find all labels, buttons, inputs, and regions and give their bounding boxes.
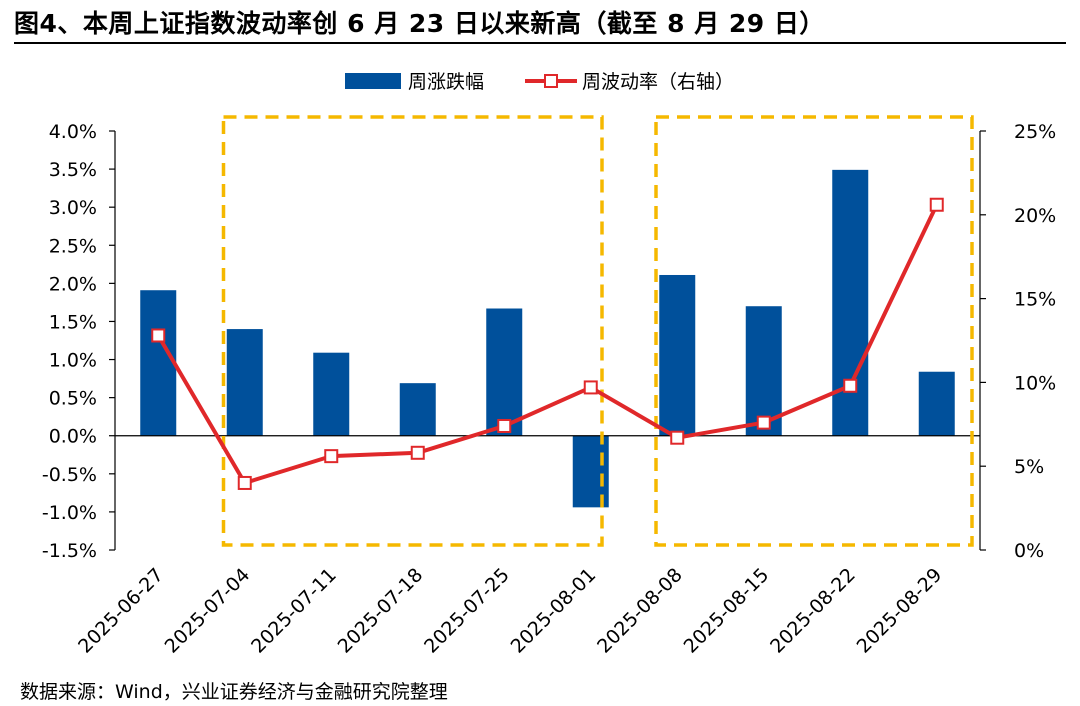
x-axis-tick-label: 2025-08-29	[853, 564, 947, 658]
x-axis-tick-label: 2025-07-18	[334, 564, 428, 658]
right-axis-tick-label: 15%	[1014, 289, 1056, 311]
highlight-box-2	[654, 115, 974, 547]
x-axis-tick-label: 2025-07-11	[247, 564, 341, 658]
legend-line-label: 周波动率（右轴）	[582, 71, 734, 93]
bar-2025-07-25	[486, 308, 523, 436]
x-axis-tick-label: 2025-08-22	[766, 564, 860, 658]
left-axis-tick-label: -1.5%	[42, 540, 97, 562]
bar-2025-07-18	[399, 383, 436, 436]
left-axis-tick-label: 3.0%	[49, 197, 97, 219]
bar-2025-07-11	[313, 352, 350, 436]
highlight-box-1	[221, 115, 604, 547]
volatility-marker-2025-07-04	[237, 475, 252, 490]
volatility-marker-2025-08-01	[583, 380, 598, 395]
left-axis-tick-label: 1.0%	[49, 350, 97, 372]
left-axis-tick-label: -0.5%	[42, 464, 97, 486]
x-axis-tick-label: 2025-08-01	[507, 564, 601, 658]
volatility-marker-2025-07-25	[497, 418, 512, 433]
left-axis-tick-label: 1.5%	[49, 311, 97, 333]
left-axis-tick-label: 2.5%	[49, 235, 97, 257]
chart-title: 图4、本周上证指数波动率创 6 月 23 日以来新高（截至 8 月 29 日）	[14, 9, 825, 38]
right-axis-tick-label: 0%	[1014, 540, 1044, 562]
legend-bar-label: 周涨跌幅	[408, 71, 484, 93]
right-axis-tick-label: 5%	[1014, 456, 1044, 478]
right-axis-tick-label: 25%	[1014, 121, 1056, 143]
source-note: 数据来源：Wind，兴业证券经济与金融研究院整理	[20, 681, 448, 703]
volatility-marker-2025-08-29	[929, 197, 944, 212]
volatility-marker-2025-07-18	[410, 445, 425, 460]
bar-2025-08-08	[659, 274, 696, 436]
left-axis-tick-label: 3.5%	[49, 159, 97, 181]
legend-bar-swatch	[345, 73, 401, 89]
left-axis-tick-label: -1.0%	[42, 502, 97, 524]
x-axis-tick-label: 2025-08-15	[680, 564, 774, 658]
bar-2025-07-04	[226, 329, 263, 436]
volatility-marker-2025-06-27	[151, 328, 166, 343]
volatility-marker-2025-08-15	[756, 415, 771, 430]
right-axis-tick-label: 20%	[1014, 205, 1056, 227]
bar-2025-08-29	[918, 371, 955, 436]
volatility-line	[156, 203, 939, 485]
volatility-marker-2025-07-11	[324, 449, 339, 464]
left-axis-tick-label: 2.0%	[49, 273, 97, 295]
left-axis-tick-label: 4.0%	[49, 121, 97, 143]
volatility-marker-2025-08-22	[843, 378, 858, 393]
left-axis-tick-label: 0.5%	[49, 388, 97, 410]
bar-2025-08-22	[832, 169, 869, 436]
x-axis-tick-label: 2025-07-04	[161, 564, 255, 658]
left-axis-tick-label: 0.0%	[49, 426, 97, 448]
x-axis-tick-label: 2025-08-08	[593, 564, 687, 658]
legend-line-marker	[544, 74, 558, 88]
volatility-marker-2025-08-08	[670, 430, 685, 445]
title-divider	[14, 42, 1066, 44]
right-axis-tick-label: 10%	[1014, 372, 1056, 394]
x-axis-tick-label: 2025-06-27	[74, 564, 168, 658]
bar-2025-06-27	[140, 290, 177, 436]
x-axis-tick-label: 2025-07-25	[420, 564, 514, 658]
bar-2025-08-15	[745, 306, 782, 436]
